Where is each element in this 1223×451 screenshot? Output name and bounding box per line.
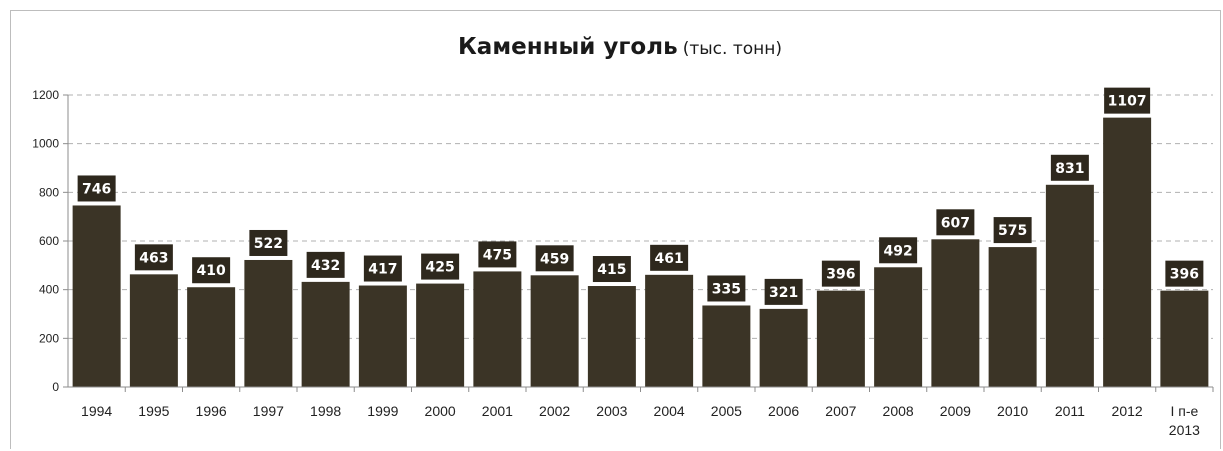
chart-title-main: Каменный уголь [458, 34, 678, 60]
y-tick-label: 1200 [32, 88, 59, 102]
data-label: 410 [197, 263, 226, 279]
y-tick-label: 1000 [32, 137, 59, 151]
data-label: 415 [597, 262, 626, 278]
x-tick-label: 2007 [825, 403, 856, 419]
data-label-box [363, 255, 402, 282]
bar [702, 305, 751, 387]
data-label-box [936, 209, 975, 236]
x-tick-label: 1998 [310, 403, 341, 419]
bar [473, 271, 522, 387]
data-label-box [134, 244, 173, 271]
data-label: 425 [426, 260, 455, 276]
data-label-box [764, 278, 803, 305]
data-label-box [192, 257, 231, 284]
y-tick-label: 600 [39, 234, 59, 248]
bar [931, 239, 980, 387]
bar [874, 267, 923, 387]
data-label-box [77, 175, 116, 202]
x-tick-label: 2010 [997, 403, 1028, 419]
data-label: 396 [1170, 267, 1199, 283]
bar [416, 283, 465, 387]
bar [645, 274, 694, 387]
bar [1045, 184, 1094, 387]
x-tick-label: 2009 [940, 403, 971, 419]
x-tick-label: 2006 [768, 403, 799, 419]
data-label: 396 [826, 267, 855, 283]
bar [988, 247, 1037, 387]
data-label-box [993, 217, 1032, 244]
y-tick-label: 400 [39, 283, 59, 297]
bar [759, 308, 808, 387]
data-label: 607 [941, 215, 970, 231]
x-tick-label: 2012 [1112, 403, 1143, 419]
y-tick-label: 0 [52, 380, 59, 394]
data-label: 463 [139, 250, 168, 266]
x-tick-label: 2003 [596, 403, 627, 419]
chart-title-unit: (тыс. тонн) [682, 39, 782, 59]
data-label: 1107 [1108, 94, 1147, 110]
data-label-box [707, 275, 746, 302]
x-tick-label: 2005 [711, 403, 742, 419]
bar [1160, 290, 1209, 387]
x-tick-label: 2001 [482, 403, 513, 419]
data-label: 461 [655, 251, 684, 267]
bar [244, 259, 293, 387]
data-label: 831 [1055, 161, 1084, 177]
data-label-box [421, 253, 460, 280]
bar [530, 275, 579, 387]
data-label-box [879, 237, 918, 264]
bar [301, 281, 350, 387]
bar [587, 286, 636, 387]
x-tick-label: 2000 [425, 403, 456, 419]
data-label: 746 [82, 181, 111, 197]
bar [129, 274, 178, 387]
data-label: 459 [540, 251, 569, 267]
bar [72, 205, 121, 387]
bar [1103, 117, 1152, 387]
data-label: 321 [769, 285, 798, 301]
data-label-box [1104, 87, 1151, 114]
x-tick-label: 1999 [367, 403, 398, 419]
y-tick-label: 200 [39, 331, 59, 345]
x-tick-label: 2004 [654, 403, 685, 419]
data-label-box [478, 241, 517, 268]
data-label-box [1050, 154, 1089, 181]
bar [358, 285, 407, 387]
data-label: 417 [368, 262, 397, 278]
x-tick-label: 2011 [1055, 403, 1085, 419]
data-label: 575 [998, 223, 1027, 239]
x-tick-label: 2008 [883, 403, 914, 419]
bar [816, 290, 865, 387]
data-label-box [821, 260, 860, 287]
data-label: 475 [483, 247, 512, 263]
x-tick-label: I п-е [1170, 403, 1198, 419]
x-tick-label: 1994 [81, 403, 112, 419]
data-label-box [1165, 260, 1204, 287]
data-label: 492 [884, 243, 913, 259]
bar [187, 287, 236, 387]
data-label-box [306, 251, 345, 278]
data-label: 335 [712, 281, 741, 297]
x-tick-label: 1997 [253, 403, 284, 419]
data-label-box [249, 229, 288, 256]
x-tick-label: 1996 [196, 403, 227, 419]
data-label: 522 [254, 236, 283, 252]
data-label: 432 [311, 258, 340, 274]
y-tick-label: 800 [39, 185, 59, 199]
x-tick-label: 2013 [1169, 422, 1200, 438]
data-label-box [535, 245, 574, 272]
data-label-box [650, 244, 689, 271]
chart-title: Каменный уголь (тыс. тонн) [0, 34, 1223, 60]
x-tick-label: 2002 [539, 403, 570, 419]
data-label-box [592, 256, 631, 283]
x-tick-label: 1995 [138, 403, 169, 419]
